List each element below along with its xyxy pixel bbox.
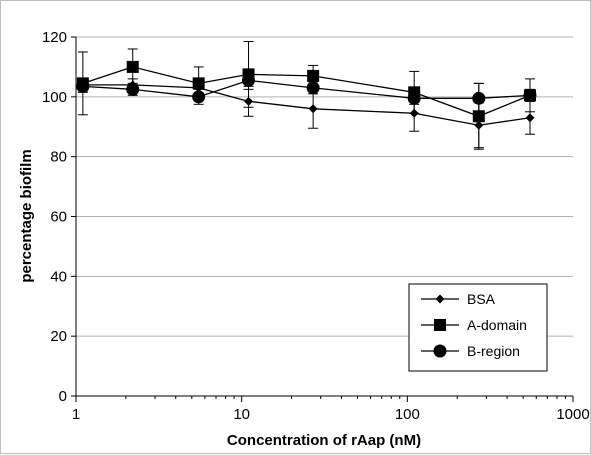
y-tick-label: 100 — [42, 89, 67, 106]
x-axis-title: Concentration of rAap (nM) — [227, 432, 421, 449]
legend-label: B-region — [467, 343, 520, 359]
legend-item: A-domain — [421, 317, 527, 333]
series-line — [82, 79, 531, 99]
legend-label: A-domain — [467, 317, 527, 333]
circle-marker — [407, 91, 421, 105]
y-tick-label: 20 — [50, 328, 67, 345]
legend-square-marker — [434, 319, 446, 331]
circle-marker — [192, 90, 206, 104]
y-tick-label: 120 — [42, 29, 67, 46]
y-axis-title: percentage biofilm — [18, 149, 35, 282]
series-bsa — [77, 78, 535, 149]
circle-marker — [472, 91, 486, 105]
legend-item: B-region — [421, 343, 520, 359]
x-tick-label: 1 — [72, 406, 80, 423]
y-tick-label: 0 — [59, 388, 67, 405]
legend-circle-marker — [433, 344, 447, 358]
series-a-domain — [76, 40, 536, 150]
diamond-marker — [525, 113, 535, 123]
x-tick-label: 10 — [233, 406, 250, 423]
circle-marker — [306, 81, 320, 95]
y-tick-label: 80 — [50, 149, 67, 166]
data-series — [76, 40, 537, 150]
square-marker — [126, 60, 139, 73]
circle-marker — [523, 88, 537, 102]
series-b-region — [76, 70, 537, 114]
circle-marker — [242, 73, 256, 87]
square-marker — [307, 69, 320, 82]
legend-item: BSA — [421, 291, 496, 307]
legend-diamond-marker — [435, 294, 445, 304]
y-tick-label: 60 — [50, 209, 67, 226]
legend: BSA A-domain B-region — [408, 283, 548, 372]
circle-marker — [126, 82, 140, 96]
square-marker — [192, 77, 205, 90]
x-tick-label: 100 — [395, 406, 420, 423]
circle-marker — [76, 79, 90, 93]
x-tick-label: 1000 — [556, 406, 589, 423]
diamond-marker — [308, 104, 318, 114]
series-line — [82, 66, 531, 117]
axes — [71, 36, 574, 402]
legend-label: BSA — [467, 291, 496, 307]
series-line — [82, 84, 531, 126]
y-tick-label: 40 — [50, 268, 67, 285]
